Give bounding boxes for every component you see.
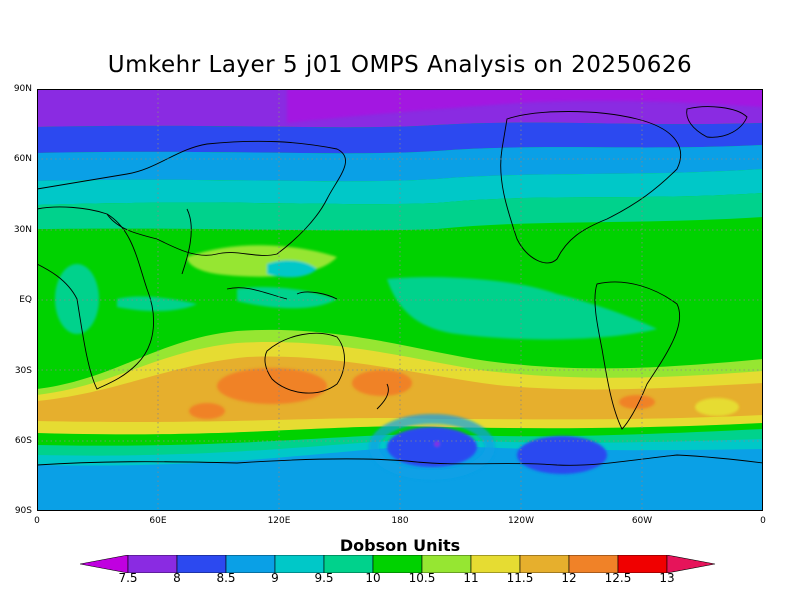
colorbar-tick-label: 12 <box>561 571 577 585</box>
colorbar-tick-label: 13 <box>659 571 675 585</box>
map-grid <box>37 89 763 511</box>
colorbar-tick-label: 11 <box>463 571 479 585</box>
colorbar <box>80 555 716 573</box>
lat-label-90n: 90N <box>13 84 32 94</box>
colorbar-tick-label: 11.5 <box>506 571 534 585</box>
coastlines <box>37 106 763 466</box>
lon-label-60w: 60W <box>631 516 653 526</box>
colorbar-tick-label: 9 <box>271 571 279 585</box>
colorbar-tick-label: 10 <box>365 571 381 585</box>
lat-label-90s: 90S <box>14 506 32 516</box>
lon-label-0: 0 <box>34 516 40 526</box>
lat-label-30n: 30N <box>13 225 32 235</box>
colorbar-tick-label: 12.5 <box>604 571 632 585</box>
colorbar-tick-label: 10.5 <box>408 571 436 585</box>
lat-label-30s: 30S <box>14 366 32 376</box>
colorbar-title: Dobson Units <box>339 536 461 555</box>
colorbar-tick-label: 8.5 <box>216 571 236 585</box>
ozone-map <box>37 89 763 511</box>
lat-label-eq: EQ <box>19 295 32 305</box>
colorbar-tick-label: 7.5 <box>118 571 138 585</box>
lon-label-120w: 120W <box>507 516 535 526</box>
lon-label-120e: 120E <box>267 516 291 526</box>
map-title: Umkehr Layer 5 j01 OMPS Analysis on 2025… <box>107 52 693 78</box>
lon-label-0-right: 0 <box>760 516 766 526</box>
colorbar-arrow-high <box>666 555 716 573</box>
colorbar-tick-label: 8 <box>173 571 181 585</box>
lon-label-60e: 60E <box>149 516 167 526</box>
lat-label-60n: 60N <box>13 154 32 164</box>
lon-label-180: 180 <box>391 516 409 526</box>
lat-label-60s: 60S <box>14 436 32 446</box>
colorbar-tick-label: 9.5 <box>314 571 334 585</box>
